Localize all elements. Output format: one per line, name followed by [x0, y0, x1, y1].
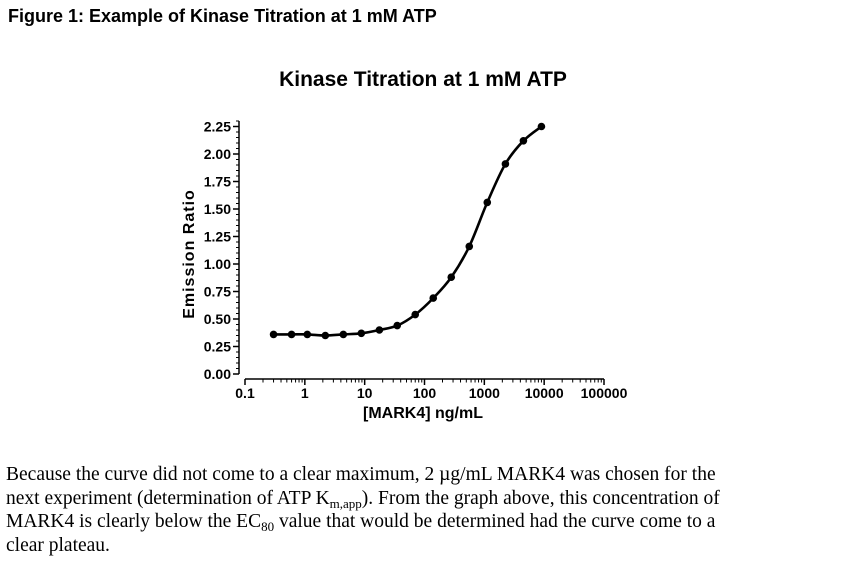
data-point: [501, 160, 510, 168]
x-tick-label: 1000: [469, 385, 500, 401]
x-axis: 0.1 1 10 100 1000 10000 100000: [235, 378, 628, 401]
data-point: [447, 273, 456, 282]
x-tick-label: 100000: [581, 385, 628, 401]
y-tick-label: 0.50: [204, 311, 231, 327]
y-tick-label: 2.25: [204, 119, 231, 135]
data-point: [375, 326, 384, 334]
body-text: Because the curve did not come to a clea…: [6, 463, 842, 557]
x-tick-label: 0.1: [235, 385, 255, 401]
body-line-3: MARK4 is clearly below the EC80 value th…: [6, 511, 716, 534]
y-tick-label: 1.50: [204, 201, 231, 217]
chart-title: Kinase Titration at 1 mM ATP: [279, 68, 567, 91]
data-point: [519, 137, 528, 145]
y-tick-label: 0.00: [204, 366, 231, 382]
data-point: [465, 242, 474, 251]
body-line-1: Because the curve did not come to a clea…: [6, 464, 716, 485]
x-tick-label: 100: [413, 385, 437, 401]
y-tick-label: 2.00: [204, 146, 231, 162]
data-point: [393, 321, 402, 330]
figure-heading: Figure 1: Example of Kinase Titration at…: [8, 6, 437, 26]
data-point: [339, 330, 348, 339]
data-point: [411, 310, 420, 319]
data-point: [483, 198, 492, 207]
data-point: [321, 331, 330, 340]
data-point: [357, 329, 366, 338]
data-point: [537, 122, 546, 131]
y-tick-label: 1.00: [204, 256, 231, 272]
y-tick-label: 0.75: [204, 284, 231, 300]
fit-curve: [273, 125, 543, 337]
body-line-2: next experiment (determination of ATP Km…: [6, 487, 720, 511]
y-tick-label: 0.25: [204, 339, 231, 355]
data-point: [287, 330, 296, 339]
data-point: [269, 330, 278, 339]
titration-chart: 0.00 0.25 0.50 0.75 1.00 1.25 1.50 1.75 2.00 2.25…: [181, 119, 628, 423]
data-point: [429, 294, 438, 302]
data-point: [303, 330, 312, 339]
y-tick-label: 1.75: [204, 174, 231, 190]
y-axis: 0.00 0.25 0.50 0.75 1.00 1.25 1.50 1.75 2.00 2.25: [204, 119, 240, 382]
body-line-4: clear plateau.: [6, 534, 110, 556]
data-points: [269, 122, 546, 340]
x-tick-label: 10: [357, 385, 373, 401]
x-tick-label: 10000: [525, 385, 564, 401]
y-tick-label: 1.25: [204, 229, 231, 245]
y-axis-label: Emission Ratio: [181, 189, 198, 319]
x-axis-label: [MARK4] ng/mL: [363, 405, 483, 422]
x-tick-label: 1: [301, 385, 309, 401]
